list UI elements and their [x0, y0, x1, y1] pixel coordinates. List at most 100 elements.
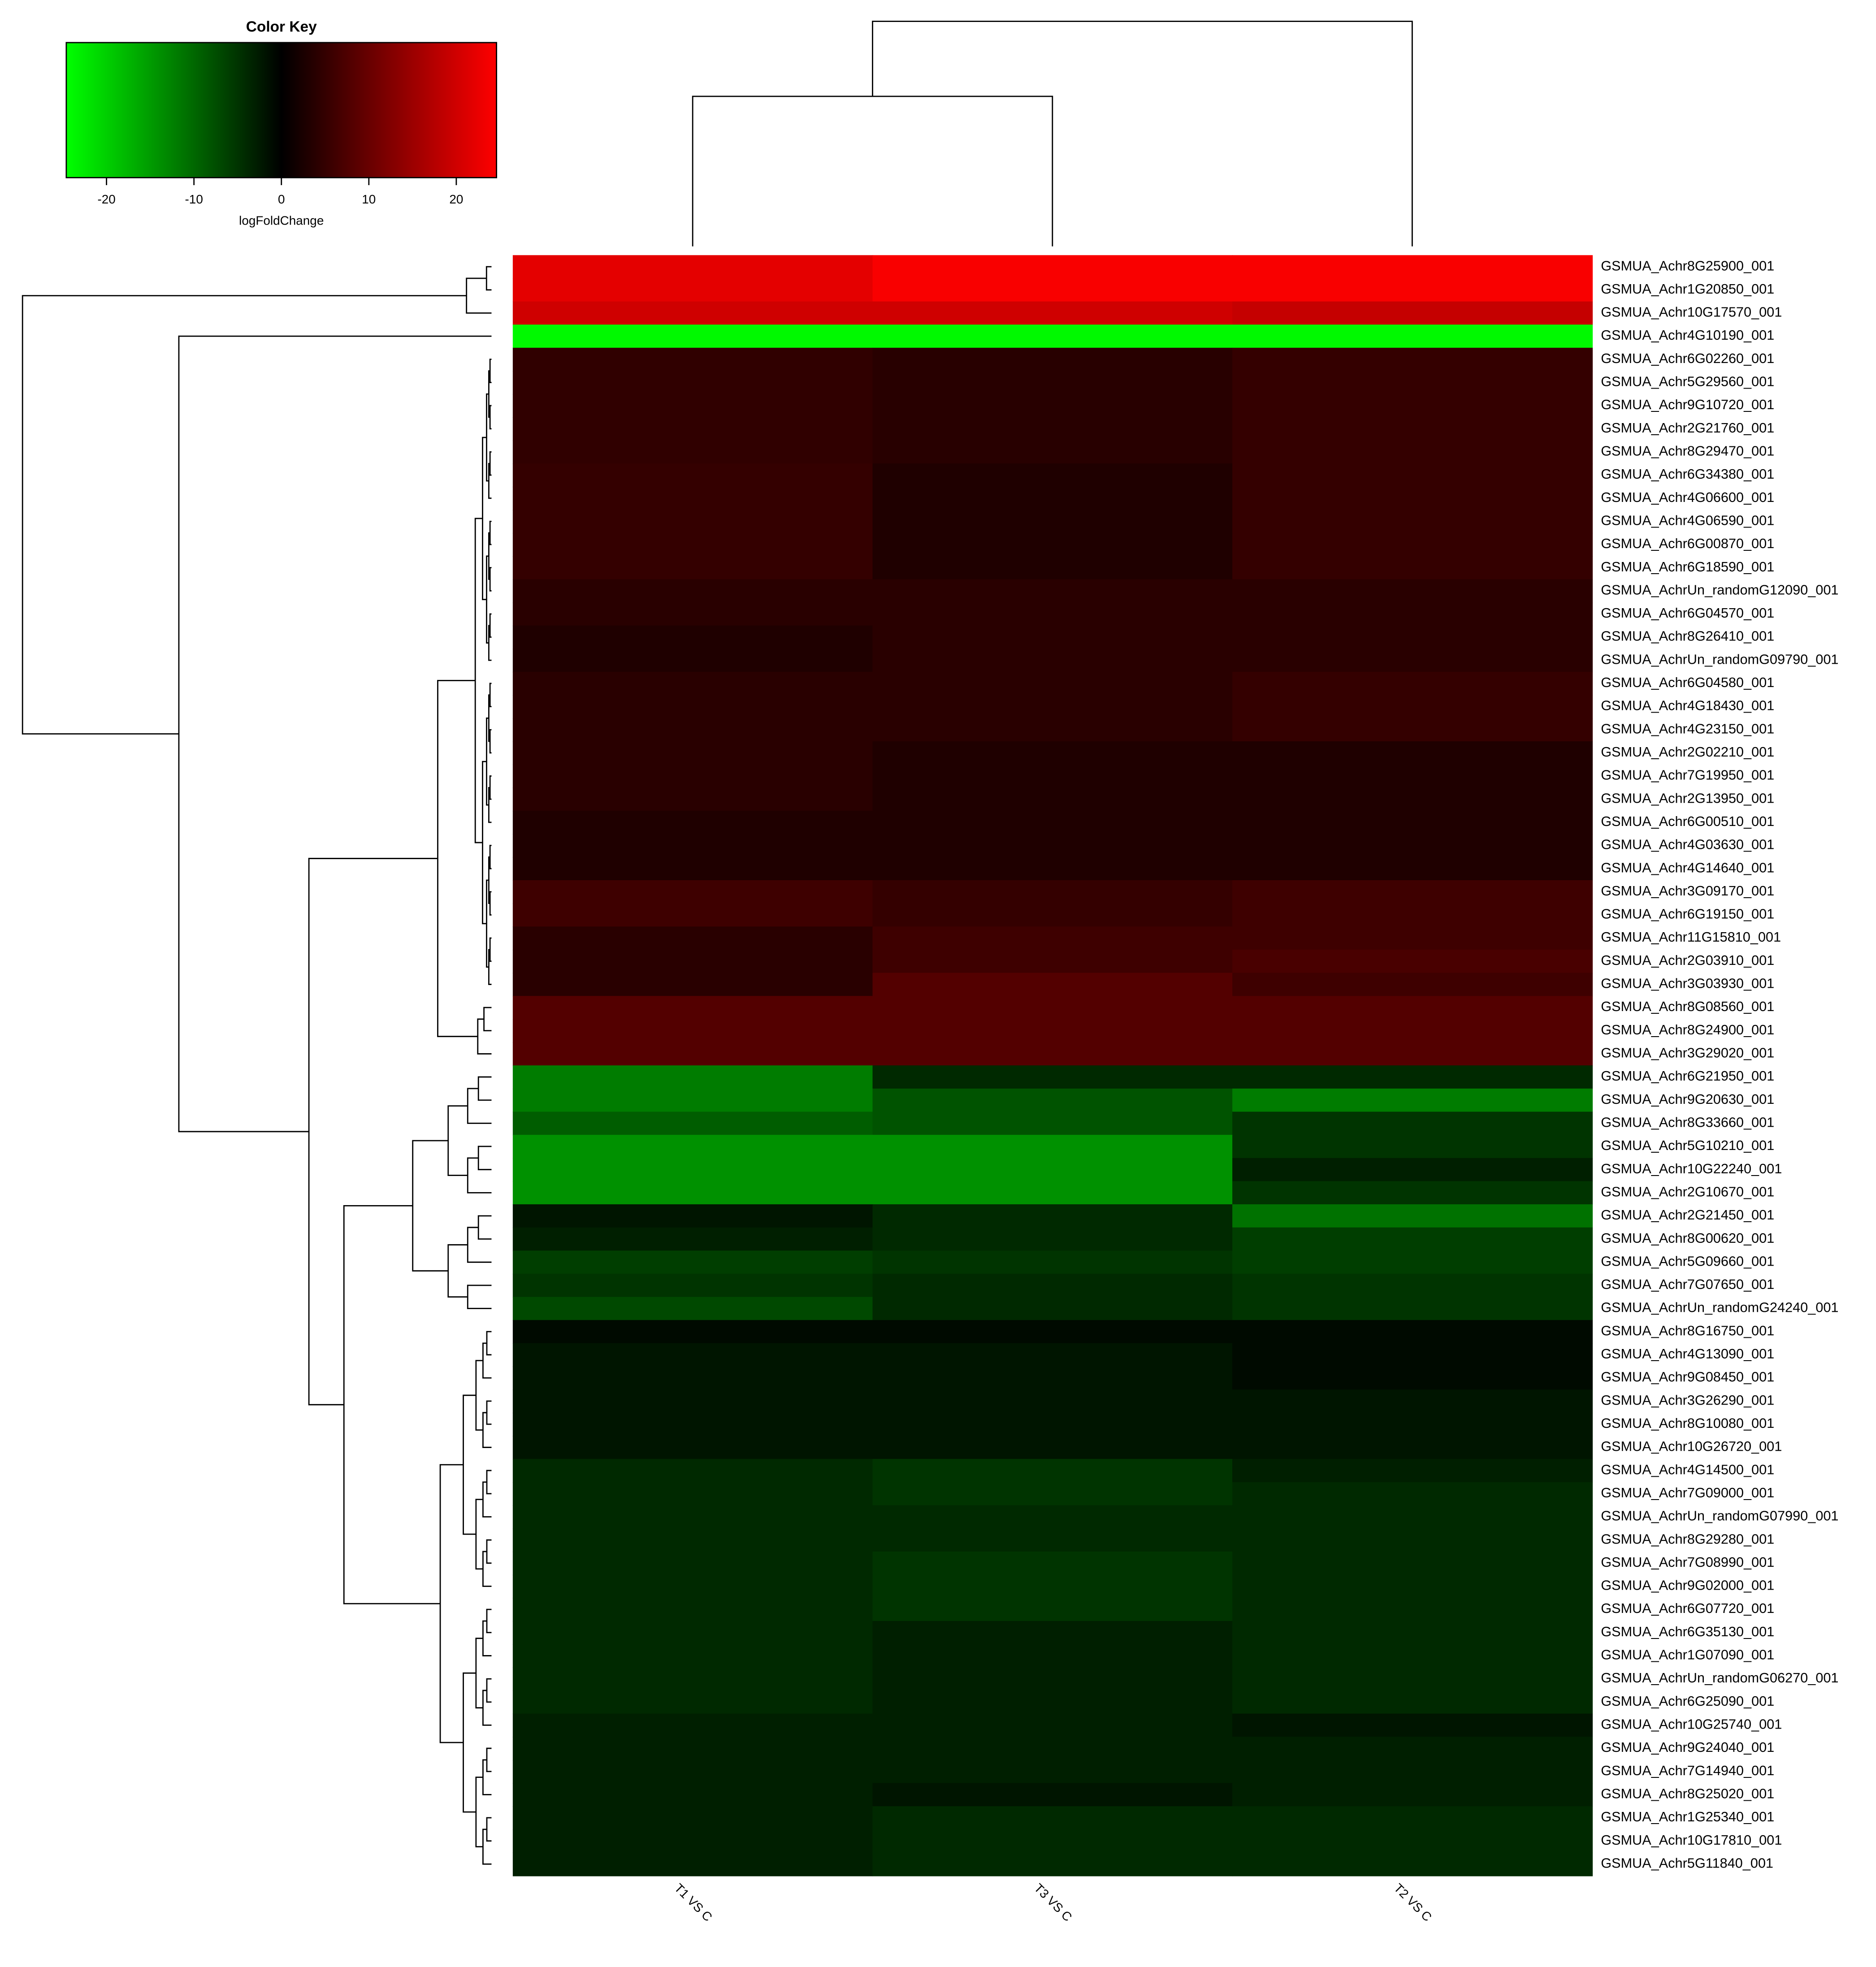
row-label: GSMUA_Achr8G26410_001: [1601, 628, 1774, 644]
heatmap-cell: [512, 1806, 873, 1830]
heatmap-cell: [872, 1574, 1233, 1599]
heatmap-cell: [1232, 278, 1593, 303]
column-label: T2 VS C: [1391, 1881, 1434, 1924]
heatmap-cell: [872, 857, 1233, 881]
heatmap-cell: [872, 1783, 1233, 1807]
key-x-label: logFoldChange: [239, 213, 324, 227]
row-dendrogram: [22, 266, 492, 1865]
row-label: GSMUA_AchrUn_randomG12090_001: [1601, 582, 1838, 597]
heatmap-cell: [872, 1505, 1233, 1529]
heatmap-cell: [512, 695, 873, 719]
row-label: GSMUA_Achr3G09170_001: [1601, 883, 1774, 899]
heatmap-cell: [872, 1829, 1233, 1853]
row-label: GSMUA_Achr8G00620_001: [1601, 1230, 1774, 1246]
heatmap-cell: [512, 1621, 873, 1645]
heatmap-cell: [872, 1135, 1233, 1159]
heatmap-cell: [1232, 718, 1593, 742]
heatmap-cell: [512, 973, 873, 997]
heatmap-cell: [1232, 1644, 1593, 1668]
heatmap-cell: [512, 1690, 873, 1714]
heatmap-cell: [872, 1389, 1233, 1414]
heatmap-cell: [1232, 602, 1593, 627]
heatmap-cell: [1232, 903, 1593, 927]
heatmap-cell: [512, 1274, 873, 1298]
heatmap-cell: [512, 787, 873, 812]
heatmap-cell: [512, 1088, 873, 1112]
color-key: [65, 42, 498, 178]
heatmap-cell: [1232, 417, 1593, 441]
heatmap-cell: [1232, 1806, 1593, 1830]
row-label: GSMUA_Achr5G11840_001: [1601, 1855, 1773, 1871]
heatmap-cell: [512, 1713, 873, 1738]
heatmap-cell: [1232, 1413, 1593, 1437]
heatmap-cell: [872, 648, 1233, 673]
row-label: GSMUA_Achr4G14640_001: [1601, 860, 1774, 875]
heatmap-cell: [512, 463, 873, 488]
heatmap-cell: [872, 1274, 1233, 1298]
row-label: GSMUA_AchrUn_randomG07990_001: [1601, 1508, 1838, 1524]
row-label: GSMUA_Achr6G34380_001: [1601, 466, 1774, 482]
heatmap-cell: [872, 1065, 1233, 1089]
heatmap-cell: [872, 556, 1233, 580]
heatmap-cell: [512, 1435, 873, 1460]
row-label: GSMUA_Achr9G08450_001: [1601, 1369, 1774, 1385]
heatmap-cell: [512, 533, 873, 557]
heatmap-cell: [872, 764, 1233, 788]
heatmap-cell: [512, 1829, 873, 1853]
heatmap-cell: [512, 417, 873, 441]
heatmap-cell: [1232, 648, 1593, 673]
heatmap-cell: [872, 1297, 1233, 1321]
row-label: GSMUA_Achr4G03630_001: [1601, 837, 1774, 852]
row-label: GSMUA_Achr6G02260_001: [1601, 350, 1774, 366]
heatmap-cell: [872, 417, 1233, 441]
heatmap-cell: [872, 440, 1233, 464]
row-label: GSMUA_Achr8G29470_001: [1601, 443, 1774, 459]
heatmap-cell: [872, 1482, 1233, 1506]
heatmap-cell: [512, 1204, 873, 1228]
heatmap-cell: [1232, 371, 1593, 395]
heatmap-cell: [872, 324, 1233, 349]
heatmap-cell: [1232, 1667, 1593, 1691]
heatmap-cell: [512, 1644, 873, 1668]
row-label: GSMUA_Achr10G17810_001: [1601, 1832, 1782, 1848]
heatmap-cell: [1232, 1737, 1593, 1761]
heatmap-cell: [1232, 1366, 1593, 1390]
heatmap-cell: [1232, 926, 1593, 951]
heatmap-cell: [1232, 533, 1593, 557]
heatmap-cell: [1232, 1320, 1593, 1344]
heatmap-cell: [512, 1505, 873, 1529]
heatmap-cell: [1232, 1250, 1593, 1275]
heatmap-cell: [1232, 1551, 1593, 1576]
heatmap-cell: [872, 533, 1233, 557]
row-label: GSMUA_Achr6G18590_001: [1601, 559, 1774, 575]
heatmap-cell: [872, 301, 1233, 325]
heatmap-cell: [1232, 1042, 1593, 1066]
heatmap-cell: [512, 625, 873, 649]
heatmap-cell: [1232, 1528, 1593, 1552]
row-label: GSMUA_AchrUn_randomG09790_001: [1601, 651, 1838, 667]
row-label: GSMUA_Achr10G25740_001: [1601, 1716, 1782, 1732]
heatmap-cell: [512, 903, 873, 927]
heatmap-cell: [872, 579, 1233, 603]
row-label: GSMUA_Achr4G14500_001: [1601, 1461, 1774, 1477]
heatmap-cell: [1232, 463, 1593, 488]
heatmap-cell: [1232, 672, 1593, 696]
row-label: GSMUA_Achr8G08560_001: [1601, 999, 1774, 1014]
heatmap-cell: [1232, 1389, 1593, 1414]
row-label: GSMUA_Achr8G25900_001: [1601, 258, 1774, 273]
heatmap-cell: [512, 1574, 873, 1599]
heatmap-cell: [1232, 1135, 1593, 1159]
row-label: GSMUA_Achr2G21450_001: [1601, 1207, 1774, 1223]
heatmap-cell: [1232, 1111, 1593, 1136]
heatmap-cell: [1232, 695, 1593, 719]
heatmap-cell: [1232, 787, 1593, 812]
row-label: GSMUA_Achr3G26290_001: [1601, 1392, 1774, 1408]
heatmap-cell: [512, 1111, 873, 1136]
row-label: GSMUA_Achr3G03930_001: [1601, 976, 1774, 991]
heatmap-cell: [512, 1320, 873, 1344]
heatmap-cell: [512, 1667, 873, 1691]
row-label: GSMUA_Achr2G21760_001: [1601, 420, 1774, 436]
heatmap-cell: [512, 1042, 873, 1066]
heatmap-cell: [512, 718, 873, 742]
row-label: GSMUA_Achr4G18430_001: [1601, 698, 1774, 713]
